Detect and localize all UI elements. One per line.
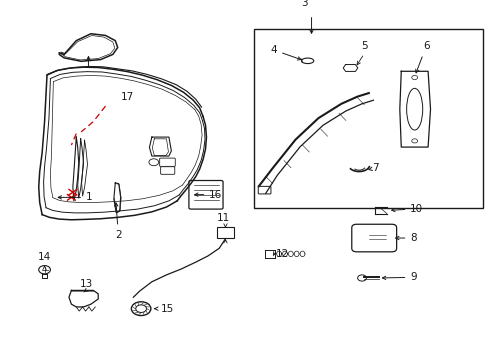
Text: 16: 16 [194, 190, 222, 200]
Text: 15: 15 [154, 304, 174, 314]
FancyBboxPatch shape [159, 158, 175, 166]
Text: 1: 1 [58, 192, 92, 202]
Text: 4: 4 [270, 45, 301, 60]
Text: 17: 17 [121, 93, 134, 103]
Text: 2: 2 [114, 203, 122, 240]
Text: 14: 14 [38, 252, 51, 262]
Text: 9: 9 [382, 272, 416, 282]
FancyBboxPatch shape [351, 224, 396, 252]
Text: 5: 5 [360, 41, 367, 51]
FancyBboxPatch shape [160, 167, 174, 174]
Text: 8: 8 [395, 233, 416, 243]
Bar [254, 28, 483, 208]
Text: 7: 7 [368, 163, 378, 173]
Text: 6: 6 [415, 41, 428, 73]
FancyBboxPatch shape [217, 228, 233, 238]
Text: 3: 3 [301, 0, 307, 9]
FancyBboxPatch shape [258, 186, 270, 194]
Text: 11: 11 [216, 213, 229, 223]
Text: 12: 12 [275, 249, 288, 260]
Text: 13: 13 [79, 279, 92, 289]
Text: 10: 10 [391, 204, 423, 214]
FancyBboxPatch shape [188, 180, 223, 209]
